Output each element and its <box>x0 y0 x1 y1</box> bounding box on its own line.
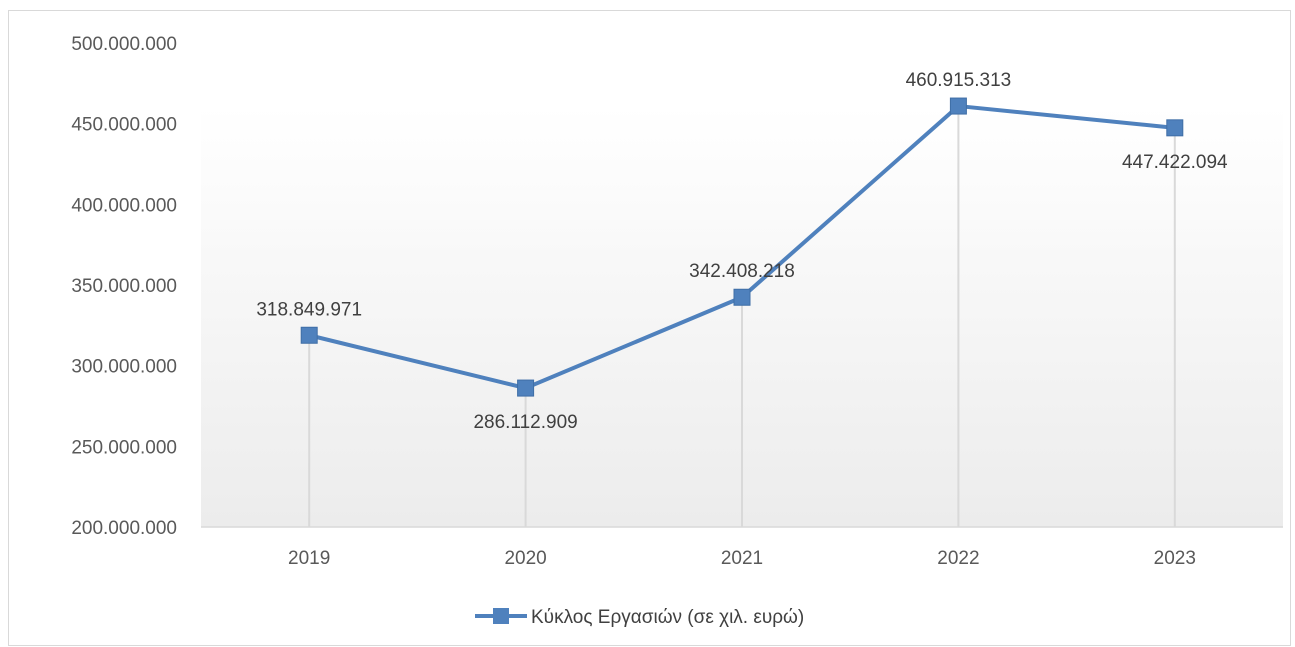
y-tick-label: 250.000.000 <box>71 437 177 458</box>
y-tick-label: 300.000.000 <box>71 357 177 378</box>
drop-lines <box>308 106 1176 527</box>
x-tick-label: 2020 <box>504 548 546 569</box>
y-tick-label: 500.000.000 <box>71 34 177 55</box>
y-axis-ticks: 200.000.000 250.000.000 300.000.000 350.000… <box>71 34 177 539</box>
x-tick-label: 2022 <box>937 548 979 569</box>
data-point-marker <box>1166 119 1184 137</box>
series-layer <box>300 97 1184 397</box>
y-tick-label: 400.000.000 <box>71 195 177 216</box>
y-tick-label: 200.000.000 <box>71 518 177 539</box>
legend-series-marker <box>493 608 509 624</box>
data-label: 342.408.218 <box>689 261 795 282</box>
data-label: 460.915.313 <box>906 70 1012 91</box>
x-axis-ticks: 2019 2020 2021 2022 2023 <box>288 548 1196 569</box>
x-tick-label: 2021 <box>721 548 763 569</box>
data-point-marker <box>949 97 967 115</box>
y-tick-label: 450.000.000 <box>71 115 177 136</box>
data-label: 447.422.094 <box>1122 152 1228 173</box>
data-point-marker <box>733 288 751 306</box>
data-point-marker <box>517 379 535 397</box>
data-label: 286.112.909 <box>473 412 577 433</box>
data-point-marker <box>300 326 318 344</box>
legend: Κύκλος Εργασιών (σε χιλ. ευρώ) <box>475 607 804 628</box>
x-tick-label: 2023 <box>1154 548 1196 569</box>
data-labels: 318.849.971 286.112.909 342.408.218 460.915… <box>256 70 1228 433</box>
x-tick-label: 2019 <box>288 548 330 569</box>
legend-series-label: Κύκλος Εργασιών (σε χιλ. ευρώ) <box>531 607 804 628</box>
y-tick-label: 350.000.000 <box>71 276 177 297</box>
data-label: 318.849.971 <box>256 299 362 320</box>
